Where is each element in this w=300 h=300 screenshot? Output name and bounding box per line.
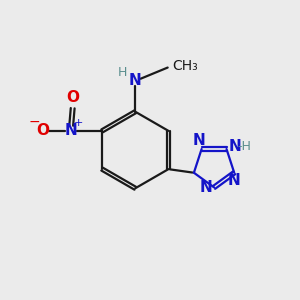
Text: O: O (37, 123, 50, 138)
Text: N: N (129, 73, 142, 88)
Text: -H: -H (238, 140, 252, 153)
Text: −: − (28, 114, 40, 128)
Text: N: N (228, 139, 241, 154)
Text: N: N (65, 123, 78, 138)
Text: +: + (74, 118, 83, 128)
Text: CH₃: CH₃ (173, 59, 198, 73)
Text: H: H (118, 66, 128, 79)
Text: N: N (200, 180, 212, 195)
Text: O: O (66, 90, 79, 105)
Text: N: N (192, 133, 205, 148)
Text: N: N (228, 173, 241, 188)
